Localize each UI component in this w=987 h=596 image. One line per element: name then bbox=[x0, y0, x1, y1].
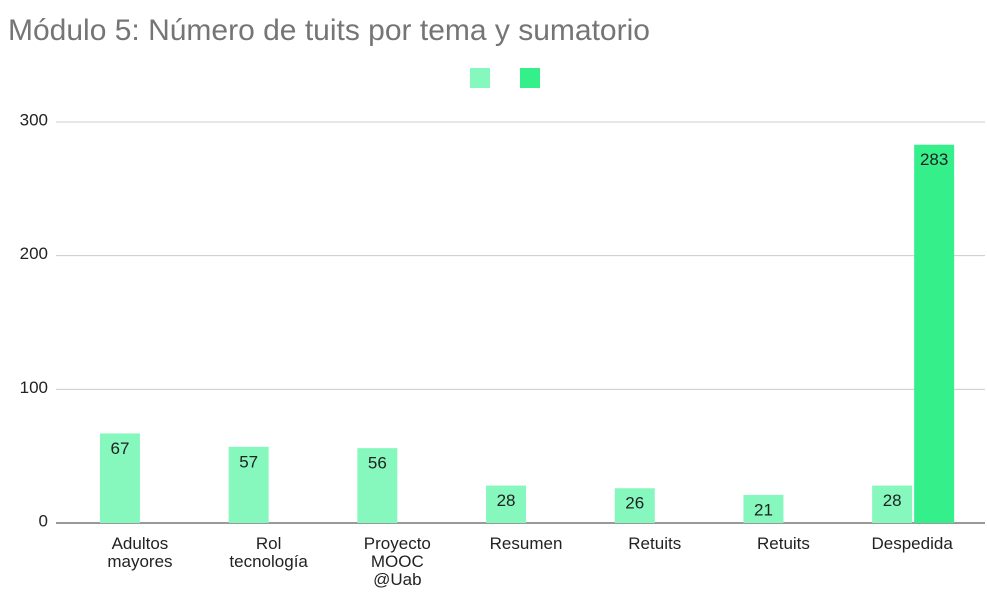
x-tick-label: Retuits bbox=[628, 534, 681, 553]
legend-swatch bbox=[520, 68, 540, 88]
y-tick-label: 100 bbox=[20, 378, 48, 397]
bar bbox=[99, 433, 140, 523]
data-label: 56 bbox=[368, 454, 387, 473]
y-tick-label: 200 bbox=[20, 244, 48, 263]
x-tick-label: Rol tecnología bbox=[229, 534, 308, 571]
x-tick-label: Retuits bbox=[757, 534, 810, 553]
data-label: 26 bbox=[625, 494, 644, 513]
bar bbox=[614, 488, 655, 523]
data-label: 283 bbox=[920, 150, 948, 169]
x-tick-label: Despedida bbox=[872, 534, 954, 553]
bar bbox=[914, 144, 955, 523]
bar bbox=[872, 485, 913, 523]
data-label: 21 bbox=[754, 500, 773, 519]
x-tick-label: Adultos mayores bbox=[107, 534, 172, 571]
data-label: 67 bbox=[110, 439, 129, 458]
data-label: 57 bbox=[239, 452, 258, 471]
y-tick-label: 0 bbox=[39, 511, 48, 530]
bar bbox=[228, 446, 269, 523]
bar bbox=[486, 485, 527, 523]
bar bbox=[743, 494, 784, 523]
data-label: 28 bbox=[497, 491, 516, 510]
x-tick-label: Resumen bbox=[490, 534, 563, 553]
x-tick-label: Proyecto MOOC @Uab bbox=[364, 534, 431, 589]
bar bbox=[357, 448, 398, 523]
legend-swatch bbox=[470, 68, 490, 88]
chart-title: Módulo 5: Número de tuits por tema y sum… bbox=[8, 14, 650, 47]
data-label: 28 bbox=[883, 491, 902, 510]
y-tick-label: 300 bbox=[20, 110, 48, 129]
